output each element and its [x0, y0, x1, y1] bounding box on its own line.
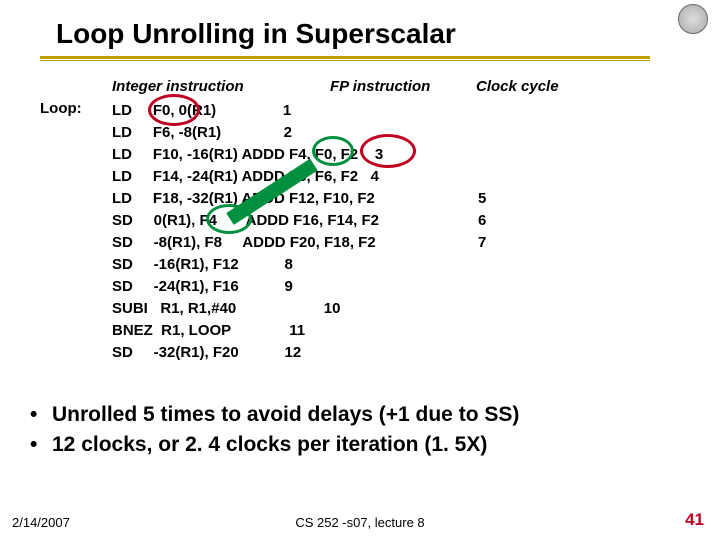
annotation-oval-red-1 — [148, 94, 200, 126]
clock-6: 6 — [478, 210, 486, 232]
footer-course: CS 252 -s07, lecture 8 — [0, 515, 720, 530]
clock-5: 5 — [478, 188, 486, 210]
loop-label: Loop: — [40, 100, 82, 117]
clock-7: 7 — [478, 232, 486, 254]
bullet-list: •Unrolled 5 times to avoid delays (+1 du… — [30, 400, 519, 460]
title-underline-thin — [40, 60, 650, 61]
bullet-item: •Unrolled 5 times to avoid delays (+1 du… — [30, 400, 519, 430]
header-fp: FP instruction — [330, 78, 430, 95]
seal-icon — [678, 4, 708, 34]
header-integer: Integer instruction — [112, 78, 244, 95]
bullet-item: •12 clocks, or 2. 4 clocks per iteration… — [30, 430, 519, 460]
header-clock: Clock cycle — [476, 78, 559, 95]
footer-page-number: 41 — [685, 510, 704, 530]
page-title: Loop Unrolling in Superscalar — [56, 18, 456, 50]
annotation-oval-green-2 — [312, 136, 354, 166]
title-underline — [40, 56, 650, 59]
annotation-oval-red-2 — [360, 134, 416, 168]
